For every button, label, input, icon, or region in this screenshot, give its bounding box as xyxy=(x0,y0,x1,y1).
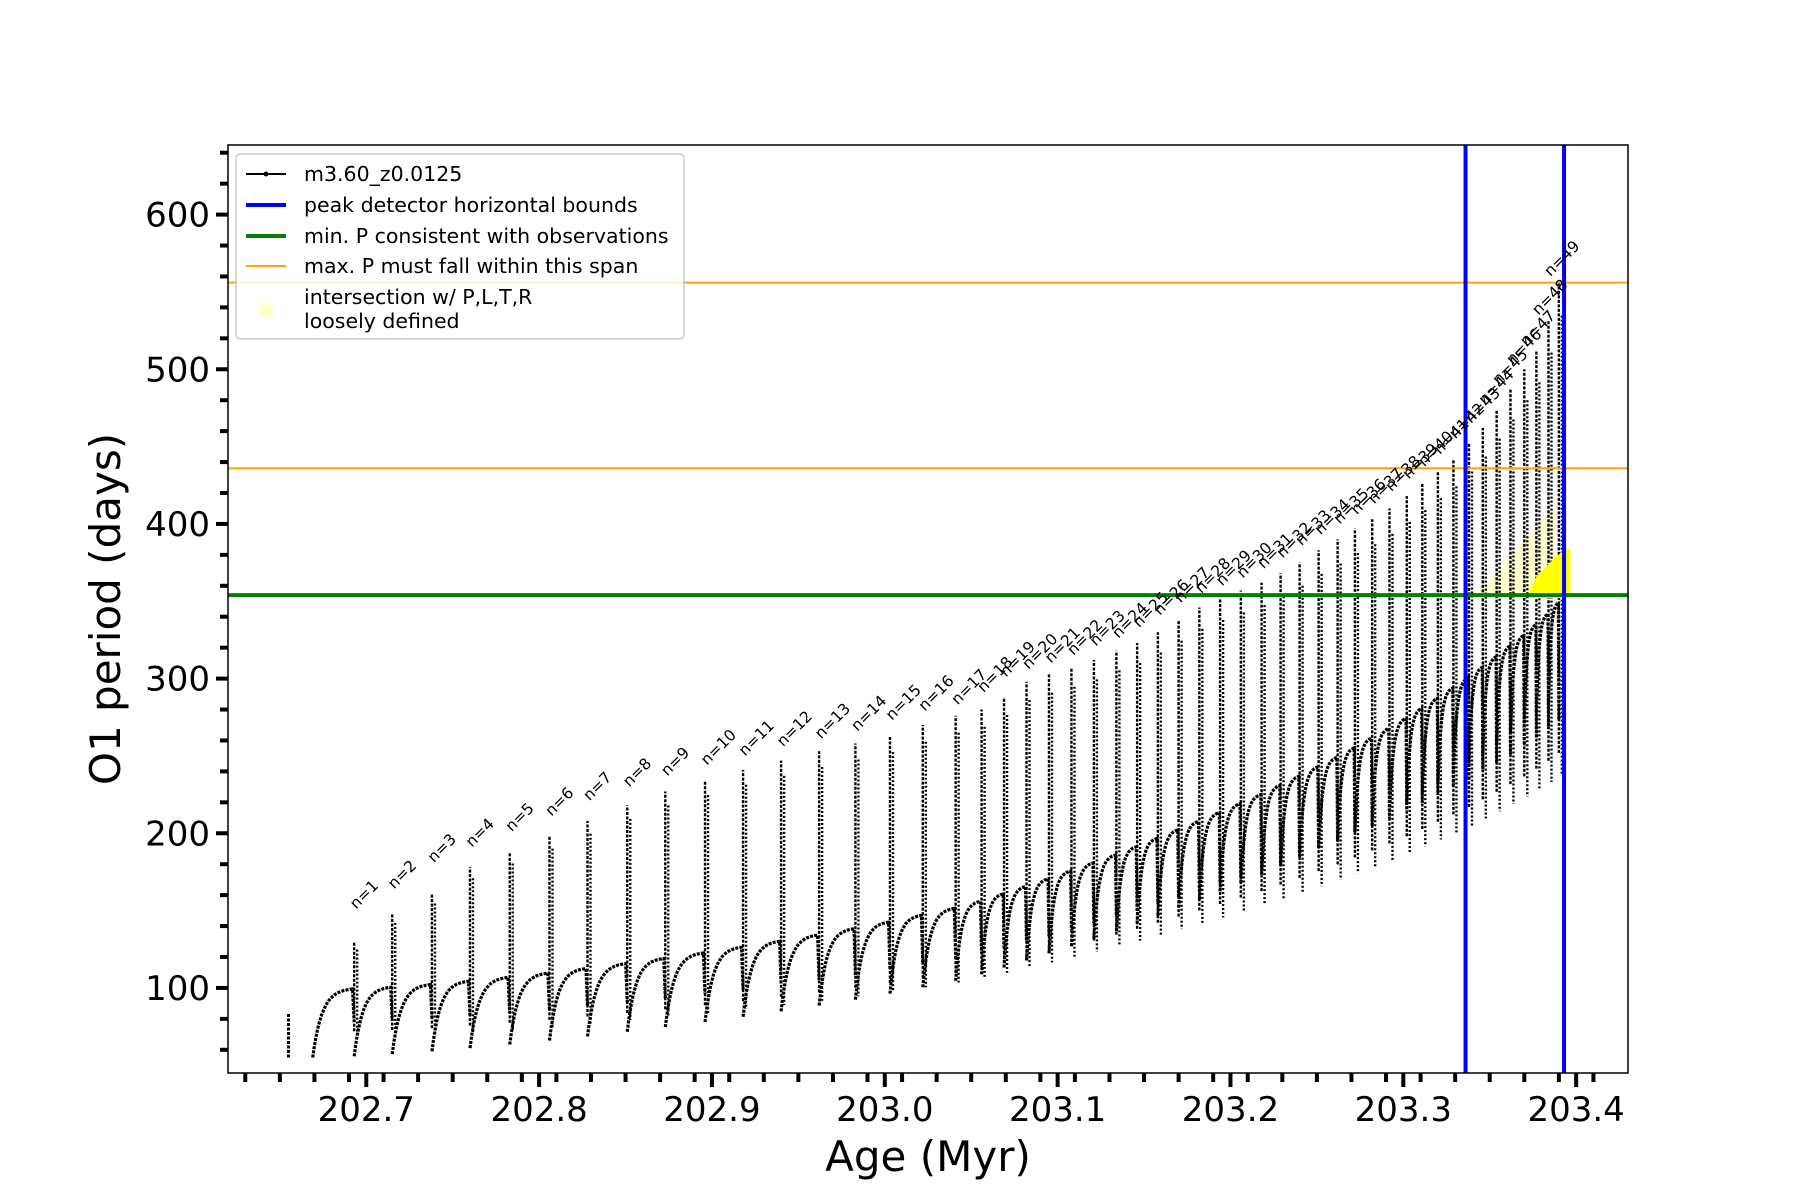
track-cycle xyxy=(1387,716,1409,812)
axes: 100 200 300 400 500 600 202.7 202.8 202.9 203.0 20… xyxy=(81,144,1629,1181)
x-tick-label: 203.1 xyxy=(1009,1090,1106,1130)
legend-entry-label: peak detector horizontal bounds xyxy=(304,193,638,217)
pulse-label: n=3 xyxy=(424,830,460,866)
track-cycle xyxy=(390,982,434,1055)
track-cycle xyxy=(1279,773,1302,866)
track-cycle xyxy=(1260,783,1283,875)
track-cycle xyxy=(547,966,590,1041)
y-tick-label: 400 xyxy=(145,505,210,545)
track-cycle xyxy=(1436,685,1455,788)
track-cycle xyxy=(1467,664,1485,771)
track-cycle xyxy=(585,961,629,1037)
track-cycle xyxy=(1522,621,1538,738)
legend-swatch-dot xyxy=(258,302,274,318)
data-layer xyxy=(228,145,1628,1073)
track-cycle xyxy=(1092,852,1118,939)
track-cycle xyxy=(625,956,667,1032)
track-cycle xyxy=(741,939,783,1017)
y-tick-label: 100 xyxy=(145,969,210,1009)
x-tick-label: 203.2 xyxy=(1182,1090,1279,1130)
pulse-label: n=1 xyxy=(346,877,382,913)
x-tick-label: 202.7 xyxy=(318,1090,415,1130)
track-cycle xyxy=(1370,726,1392,821)
track-cycle xyxy=(1024,876,1051,961)
track-cycle xyxy=(663,951,707,1028)
track-cycle xyxy=(1002,884,1029,968)
track-cycle xyxy=(508,971,552,1045)
track-cycle xyxy=(954,899,984,982)
track-cycle xyxy=(1239,792,1264,883)
x-tick-label: 203.0 xyxy=(836,1090,933,1130)
pulse-label: n=4 xyxy=(462,815,498,851)
track-cycle xyxy=(1546,599,1561,721)
track-cycle xyxy=(1135,836,1160,924)
track-cycle xyxy=(703,945,745,1023)
track-cycle xyxy=(1197,810,1222,900)
track-cycle xyxy=(1218,801,1243,892)
y-tick-label: 200 xyxy=(145,814,210,854)
pulse-label: n=2 xyxy=(384,857,420,893)
track-cycle xyxy=(779,933,821,1012)
pulse-label: n=10 xyxy=(697,726,740,769)
track-cycle xyxy=(921,906,958,988)
track-cycle xyxy=(1069,861,1096,947)
track-cycle xyxy=(980,891,1006,975)
track-cycle xyxy=(1156,827,1181,916)
track-cycle xyxy=(888,913,925,994)
track-cycle xyxy=(853,920,892,1000)
legend-entry-label-line2: loosely defined xyxy=(304,309,460,333)
pulse-label: n=6 xyxy=(542,784,578,820)
track-cycle xyxy=(1353,735,1374,831)
track-cycle xyxy=(311,987,356,1058)
track-cycle xyxy=(1298,764,1321,858)
pulse-label: n=5 xyxy=(502,799,538,835)
track-cycle xyxy=(1405,706,1424,803)
x-axis-title: Age (Myr) xyxy=(825,1132,1031,1181)
track-cycle xyxy=(352,985,394,1057)
x-tick-label: 203.3 xyxy=(1355,1090,1452,1130)
legend-entry-label: min. P consistent with observations xyxy=(304,224,669,248)
intersection-loose-region xyxy=(1465,508,1556,596)
legend-entry-label: m3.60_z0.0125 xyxy=(304,162,462,187)
pulse-label: n=8 xyxy=(619,754,655,790)
pulse-label: n=7 xyxy=(580,768,616,804)
pulse-label: n=11 xyxy=(735,717,778,760)
x-tick-label: 203.4 xyxy=(1527,1090,1624,1130)
pulse-label: n=49 xyxy=(1541,237,1584,280)
track-cycle xyxy=(817,926,857,1006)
x-tick-label: 202.9 xyxy=(663,1090,760,1130)
track-cycle xyxy=(1420,695,1440,796)
y-tick-label: 600 xyxy=(145,196,210,236)
track-cycle xyxy=(1336,745,1357,840)
track-cycle xyxy=(1451,675,1471,779)
track-cycle xyxy=(468,975,512,1049)
track-cycle xyxy=(1177,819,1201,908)
track-cycle xyxy=(1508,632,1526,746)
track-cycle xyxy=(430,979,472,1052)
track-cycle xyxy=(1495,643,1513,755)
x-tick-label: 202.8 xyxy=(490,1090,587,1130)
track-cycle xyxy=(1317,755,1340,849)
plot-frame xyxy=(227,144,1629,1074)
track-cycle xyxy=(1534,610,1551,729)
track-cycle xyxy=(1481,654,1499,763)
pulse-label: n=9 xyxy=(657,744,693,780)
legend-swatch-marker xyxy=(263,171,269,177)
legend-box xyxy=(235,153,685,340)
legend-entry-label: max. P must fall within this span xyxy=(304,254,638,278)
y-tick-label: 300 xyxy=(145,660,210,700)
track-cycle xyxy=(1114,844,1139,932)
y-axis-title: O1 period (days) xyxy=(81,433,130,785)
track-cycle xyxy=(1047,868,1074,954)
legend-entry-label: intersection w/ P,L,T,R xyxy=(304,285,532,309)
y-tick-label: 500 xyxy=(145,350,210,390)
pulse-label: n=12 xyxy=(773,707,816,750)
